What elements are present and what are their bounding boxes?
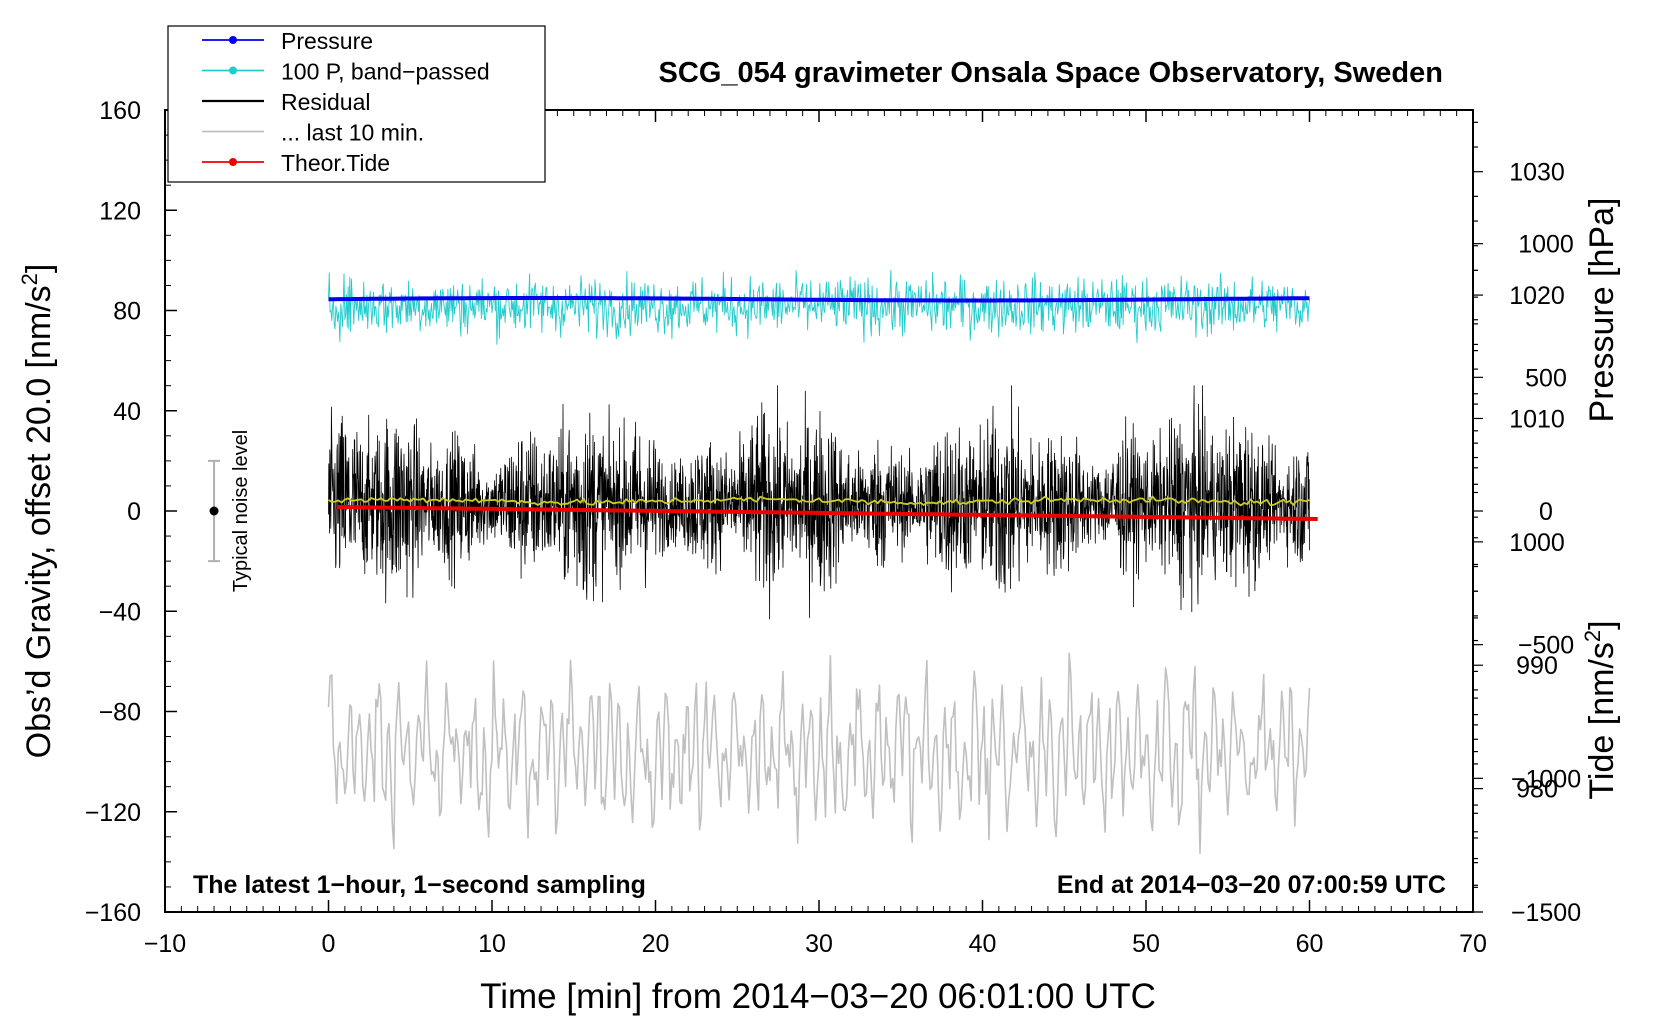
y-left-tick-label: 80 [113, 298, 141, 326]
y-axis-tide: 1000 500 0 −500 −1000 −1500 [1473, 231, 1581, 927]
noise-bar [208, 459, 221, 563]
y-left-tick-label: 0 [127, 498, 141, 526]
x-tick-label: 10 [478, 930, 506, 958]
legend-label: Theor.Tide [281, 150, 390, 176]
tide-tick-label: 0 [1539, 498, 1553, 526]
tide-tick-label: −1000 [1511, 765, 1581, 793]
series-residual [328, 385, 1310, 620]
legend: Pressure 100 P, band−passed Residual ... la… [167, 25, 546, 183]
y-left-tick-label: −40 [99, 598, 141, 626]
y-left-tick-label: 160 [99, 97, 141, 125]
noise-level-label: Typical noise level [230, 430, 252, 592]
tide-tick-label: −1500 [1511, 899, 1581, 927]
x-tick-label: 60 [1296, 930, 1324, 958]
y-axis-tide-label: Tide [nm/s2] [1580, 620, 1621, 799]
pressure-tick-label: 1030 [1509, 159, 1565, 187]
series-residual-smoothed [328, 495, 1310, 507]
tide-tick-label: −500 [1518, 632, 1574, 660]
pressure-tick-label: 980 [1516, 776, 1558, 804]
series-last-10-min [327, 652, 1311, 855]
x-tick-label: −10 [144, 930, 186, 958]
legend-label: Residual [281, 89, 371, 115]
legend-box [167, 25, 546, 183]
legend-label: Pressure [281, 28, 373, 54]
annotation-sampling: The latest 1−hour, 1−second sampling [193, 871, 646, 899]
y-left-tick-label: −120 [85, 799, 141, 827]
noise-bar-center [209, 506, 219, 516]
tide-tick-label: 500 [1525, 364, 1567, 392]
y-left-tick-label: −160 [85, 899, 141, 927]
y-axis-left-label: Obs’d Gravity, offset 20.0 [nm/s2] [17, 264, 58, 759]
x-tick-label: 50 [1132, 930, 1160, 958]
y-left-tick-label: 120 [99, 197, 141, 225]
pressure-tick-label: 990 [1516, 652, 1558, 680]
y-axis-left: 160 120 80 40 0 −40 −80 −120 −160 [85, 97, 177, 927]
x-tick-label: 0 [322, 930, 336, 958]
y-axis-pressure-label: Pressure [hPa] [1583, 198, 1621, 423]
tide-tick-label: 1000 [1518, 231, 1574, 259]
annotation-end-time: End at 2014−03−20 07:00:59 UTC [1057, 871, 1446, 899]
legend-swatch-marker [229, 66, 237, 75]
legend-swatch-marker [229, 158, 237, 166]
pressure-tick-label: 1010 [1509, 405, 1565, 433]
y-left-tick-label: 40 [113, 398, 141, 426]
y-left-tick-label: −80 [99, 699, 141, 727]
legend-label: 100 P, band−passed [281, 59, 490, 85]
series-pressure-bandpassed [328, 269, 1310, 345]
legend-label: ... last 10 min. [281, 120, 424, 146]
x-tick-label: 30 [805, 930, 833, 958]
y-axis-pressure: 1030 1020 1010 1000 990 980 [1473, 121, 1565, 913]
series-theoretical-tide [336, 505, 1318, 521]
x-axis-label: Time [min] from 2014−03−20 06:01:00 UTC [480, 977, 1156, 1016]
legend-swatch-marker [229, 36, 237, 44]
x-axis: −10 0 10 20 30 40 50 60 70 [144, 110, 1487, 958]
x-tick-label: 70 [1459, 930, 1487, 958]
series-pressure [328, 296, 1310, 303]
series-group [327, 269, 1318, 855]
chart-title: SCG_054 gravimeter Onsala Space Observat… [659, 57, 1443, 89]
pressure-tick-label: 1000 [1509, 529, 1565, 557]
x-tick-label: 40 [969, 930, 997, 958]
x-tick-label: 20 [642, 930, 670, 958]
pressure-tick-label: 1020 [1509, 282, 1565, 310]
